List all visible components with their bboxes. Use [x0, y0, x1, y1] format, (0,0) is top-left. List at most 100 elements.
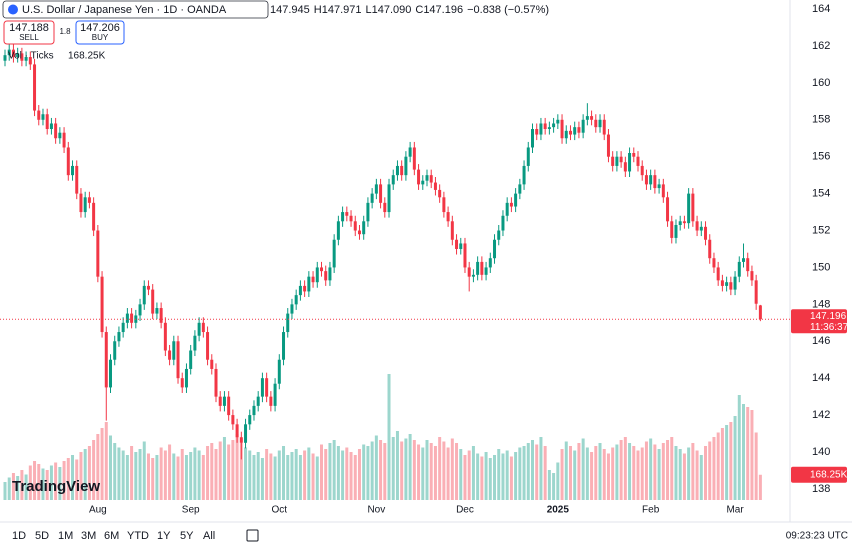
- timeframe-button[interactable]: 1M: [58, 530, 73, 542]
- candle-body: [151, 289, 155, 314]
- volume-bar: [159, 447, 163, 500]
- x-tick-label: Sep: [182, 505, 200, 516]
- candle-body: [62, 132, 66, 148]
- candle-body: [273, 383, 277, 406]
- volume-bar: [320, 444, 323, 500]
- candle-body: [387, 184, 391, 213]
- volume-bar: [151, 458, 155, 500]
- timeframe-button[interactable]: All: [203, 530, 215, 542]
- title-box[interactable]: [2, 0, 269, 19]
- volume-bar: [383, 443, 387, 500]
- volume-bar: [155, 455, 159, 500]
- candle-body: [197, 322, 201, 336]
- candle-body: [336, 221, 340, 240]
- candle-body: [345, 212, 349, 216]
- candle-body: [294, 295, 298, 305]
- volume-bar: [24, 474, 28, 500]
- volume-bar: [163, 450, 167, 500]
- x-tick-label: Nov: [367, 505, 385, 516]
- timeframe-button[interactable]: 1D: [12, 530, 26, 542]
- volume-bar: [121, 450, 125, 500]
- candle-body: [222, 396, 226, 406]
- clock: 09:23:23 UTC: [786, 531, 848, 542]
- timeframe-button[interactable]: 5D: [35, 530, 49, 542]
- volume-bar: [429, 443, 433, 500]
- volume-bar: [37, 464, 41, 500]
- candle-body: [666, 197, 670, 222]
- volume-bar: [716, 432, 720, 500]
- candle-body: [146, 285, 150, 290]
- volume-bar: [33, 461, 37, 500]
- candle-body: [640, 165, 644, 176]
- candle-body: [636, 156, 640, 166]
- candle-body: [514, 193, 518, 207]
- candle-body: [54, 123, 58, 139]
- volume-bar: [109, 435, 112, 500]
- y-tick-label: 140: [812, 446, 830, 458]
- volume-bar: [11, 473, 15, 500]
- volume-bar: [666, 440, 670, 500]
- volume-bar: [750, 410, 754, 500]
- volume-bar: [670, 437, 674, 500]
- volume-bar: [260, 458, 264, 500]
- candle-body: [113, 341, 117, 360]
- volume-bar: [539, 437, 543, 500]
- candle-body: [606, 134, 610, 157]
- candle-body: [210, 359, 214, 369]
- volume-bar: [96, 434, 100, 500]
- candle-body: [581, 119, 585, 133]
- volume-bar: [653, 444, 657, 500]
- volume-bar: [725, 425, 729, 500]
- candle-body: [733, 276, 737, 290]
- candle-body: [28, 57, 32, 65]
- volume-legend: 168.25K: [68, 51, 106, 62]
- volume-bar: [543, 446, 547, 500]
- candle-body: [218, 396, 222, 406]
- candle-body: [37, 110, 41, 120]
- candle-body: [163, 322, 167, 351]
- candle-body: [83, 197, 87, 213]
- volume-bar: [450, 438, 454, 500]
- candle-body: [349, 215, 353, 222]
- volume-bar: [522, 446, 526, 500]
- volume-bar: [391, 437, 395, 500]
- candle-body: [598, 119, 602, 128]
- candle-body: [206, 332, 210, 360]
- timeframe-button[interactable]: 5Y: [180, 530, 194, 542]
- volume-bar: [332, 440, 336, 500]
- volume-bar: [353, 455, 357, 500]
- candle-body: [142, 285, 146, 305]
- x-tick-label: Dec: [456, 505, 474, 516]
- candle-body: [425, 175, 429, 181]
- volume-bar: [712, 437, 716, 500]
- sell-button[interactable]: [3, 20, 55, 45]
- candle-body: [71, 165, 75, 176]
- candle-body: [201, 322, 205, 333]
- candle-body: [526, 147, 530, 166]
- timeframe-button[interactable]: 1Y: [157, 530, 171, 542]
- volume-bar: [484, 452, 488, 500]
- countdown: 11:36:37: [810, 322, 849, 333]
- candle-body: [480, 261, 484, 275]
- candle-body: [286, 313, 290, 333]
- candle-body: [104, 332, 108, 388]
- calendar-icon[interactable]: [246, 529, 259, 542]
- timeframe-button[interactable]: 6M: [104, 530, 119, 542]
- candle-body: [408, 147, 412, 157]
- candle-body: [750, 271, 754, 281]
- candle-body: [560, 119, 564, 139]
- volume-bar: [87, 446, 91, 500]
- timeframe-button[interactable]: YTD: [127, 530, 149, 542]
- candle-body: [729, 282, 733, 290]
- timeframe-button[interactable]: 3M: [81, 530, 96, 542]
- candle-body: [497, 230, 501, 240]
- candle-body: [391, 175, 395, 185]
- volume-bar: [374, 435, 378, 500]
- volume-bar: [695, 450, 699, 500]
- volume-bar: [611, 447, 615, 500]
- ohlc-value: L147.090: [365, 4, 411, 16]
- candle-body: [58, 132, 62, 139]
- candle-body: [320, 267, 323, 272]
- volume-bar: [552, 473, 556, 500]
- buy-button[interactable]: [75, 20, 125, 45]
